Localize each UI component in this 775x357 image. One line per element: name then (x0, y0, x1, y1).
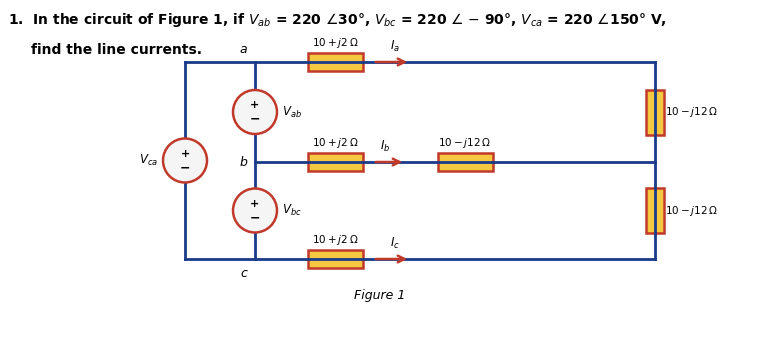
Text: $10-j12\,\Omega$: $10-j12\,\Omega$ (665, 105, 718, 119)
Text: 1.  In the circuit of Figure 1, if $V_{ab}$ = 220 $\angle$30°, $V_{bc}$ = 220 $\: 1. In the circuit of Figure 1, if $V_{ab… (8, 11, 666, 29)
FancyBboxPatch shape (646, 188, 664, 233)
FancyBboxPatch shape (308, 53, 363, 71)
Text: c: c (240, 267, 247, 280)
Text: find the line currents.: find the line currents. (31, 43, 202, 57)
Circle shape (233, 188, 277, 232)
FancyBboxPatch shape (438, 153, 492, 171)
Text: $10+j2\,\Omega$: $10+j2\,\Omega$ (312, 136, 358, 150)
Text: $10-j12\,\Omega$: $10-j12\,\Omega$ (439, 136, 491, 150)
Text: $I_c$: $I_c$ (390, 236, 400, 251)
Text: $V_{ab}$: $V_{ab}$ (282, 105, 302, 120)
Text: $I_a$: $I_a$ (390, 39, 400, 54)
Text: $10+j2\,\Omega$: $10+j2\,\Omega$ (312, 233, 358, 247)
Text: b: b (239, 156, 247, 169)
Circle shape (163, 139, 207, 182)
Text: −: − (180, 161, 190, 174)
Text: $10+j2\,\Omega$: $10+j2\,\Omega$ (312, 36, 358, 50)
Text: +: + (181, 149, 190, 159)
FancyBboxPatch shape (646, 90, 664, 135)
Text: +: + (250, 198, 260, 208)
Text: −: − (250, 112, 260, 126)
Text: a: a (239, 43, 247, 56)
Text: $V_{ca}$: $V_{ca}$ (139, 153, 158, 168)
FancyBboxPatch shape (308, 250, 363, 268)
Circle shape (233, 90, 277, 134)
Text: −: − (250, 211, 260, 224)
Text: +: + (250, 100, 260, 110)
Text: $10-j12\,\Omega$: $10-j12\,\Omega$ (665, 203, 718, 217)
Text: $V_{bc}$: $V_{bc}$ (282, 203, 301, 218)
FancyBboxPatch shape (308, 153, 363, 171)
Text: $I_b$: $I_b$ (380, 139, 391, 154)
Text: Figure 1: Figure 1 (354, 288, 405, 302)
